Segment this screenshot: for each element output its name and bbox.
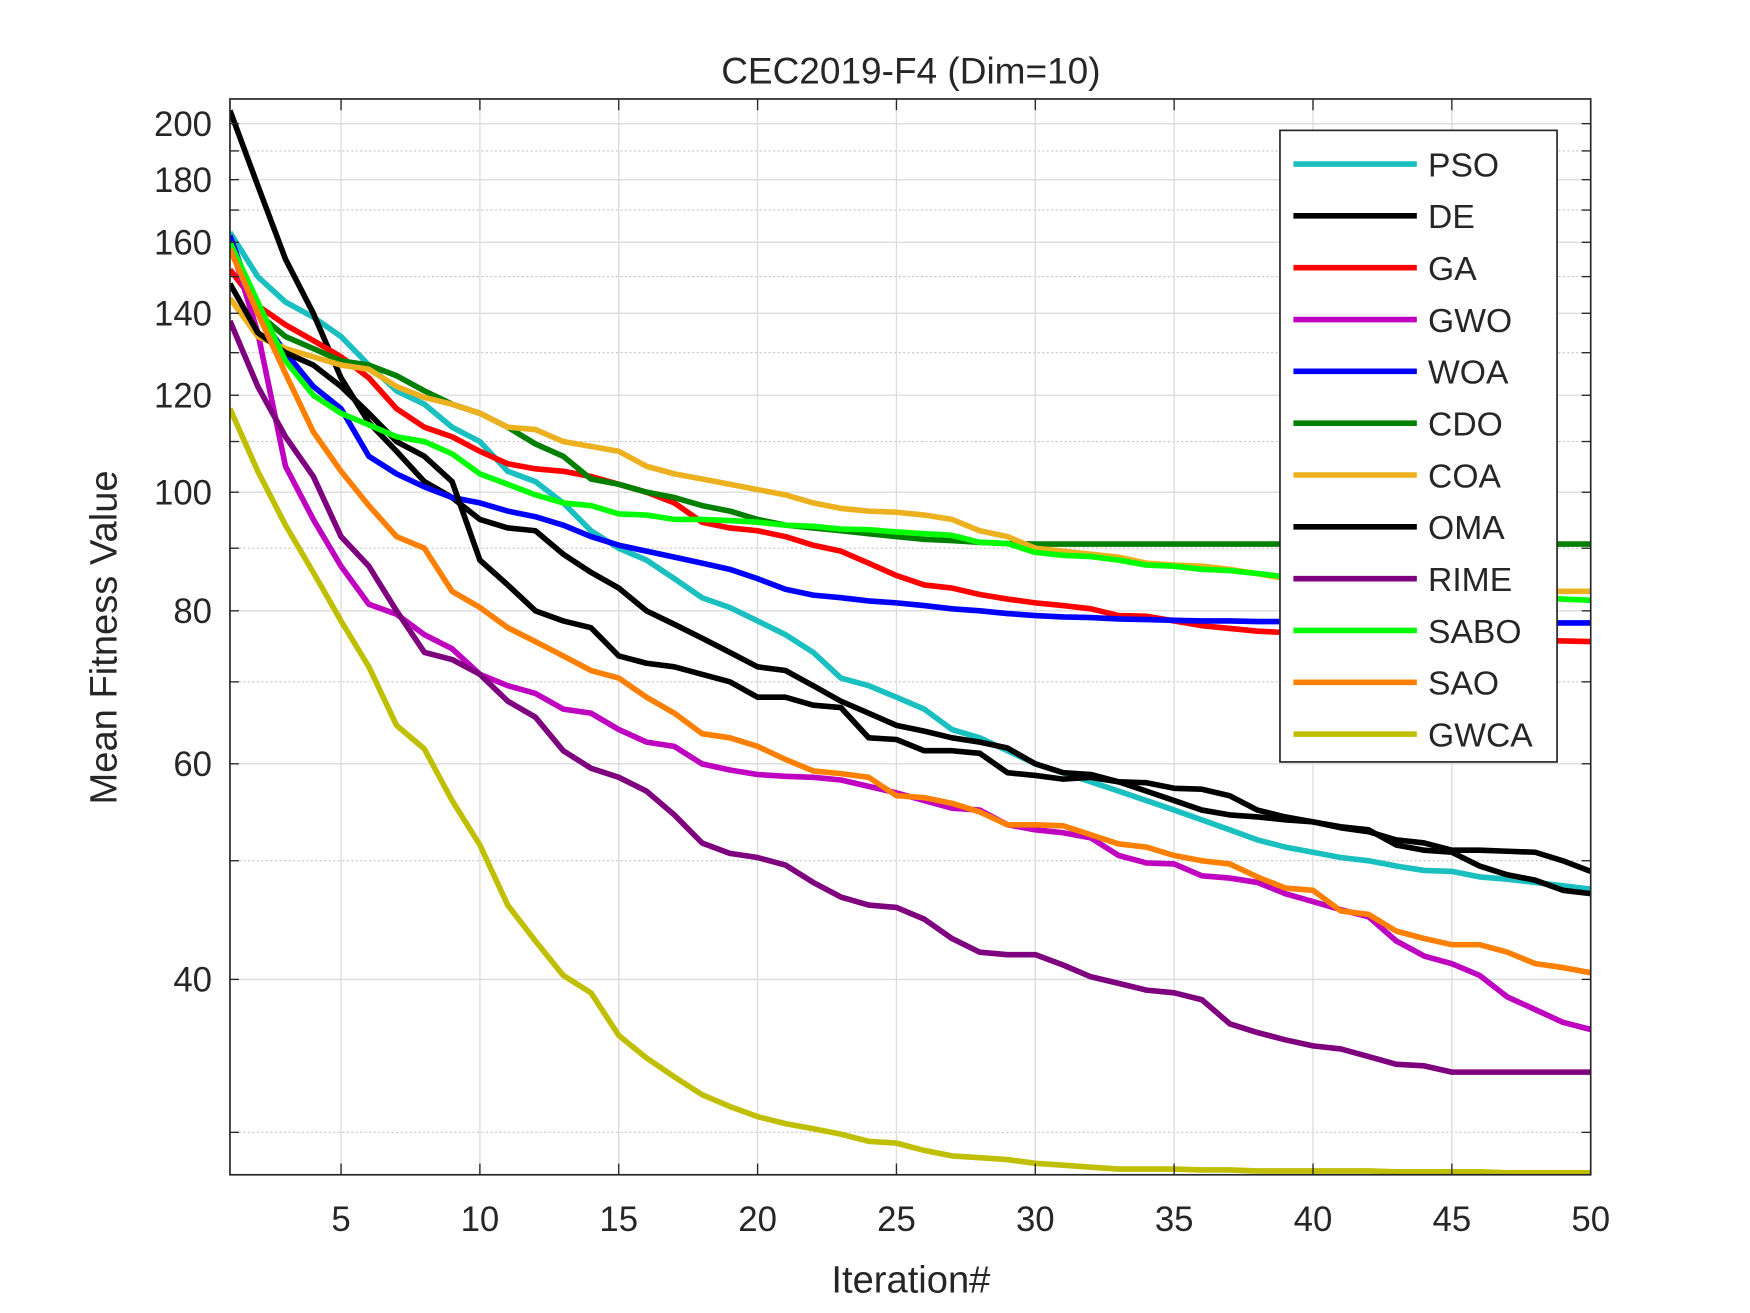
y-tick-label: 160 bbox=[154, 225, 212, 263]
series-line-rime bbox=[229, 319, 1591, 1075]
legend-label: DE bbox=[1428, 199, 1475, 236]
series-line-sao bbox=[229, 247, 1591, 976]
chart-title: CEC2019-F4 (Dim=10) bbox=[721, 49, 1100, 91]
series-line-gwca bbox=[229, 407, 1591, 1175]
x-tick-label: 35 bbox=[1155, 1201, 1194, 1239]
legend-label: SAO bbox=[1428, 666, 1499, 703]
x-tick-label: 15 bbox=[599, 1201, 638, 1239]
legend: PSO DE GA GWO WOA CDO COA OMA RIME SABO SAO GWCA bbox=[1279, 129, 1558, 763]
legend-label: CDO bbox=[1428, 407, 1503, 444]
x-tick-label: 30 bbox=[1016, 1201, 1055, 1239]
x-tick-label: 25 bbox=[877, 1201, 916, 1239]
legend-label: WOA bbox=[1428, 355, 1509, 392]
series-line-oma bbox=[229, 282, 1591, 875]
legend-label: SABO bbox=[1428, 614, 1521, 651]
x-axis-label: Iteration# bbox=[831, 1259, 991, 1302]
legend-box bbox=[1279, 129, 1558, 763]
legend-label: OMA bbox=[1428, 510, 1505, 547]
x-tick-label: 45 bbox=[1433, 1201, 1472, 1239]
y-tick-label: 60 bbox=[173, 746, 212, 784]
legend-label: RIME bbox=[1428, 562, 1512, 599]
y-axis-label: Mean Fitness Value bbox=[83, 470, 126, 804]
axis-ticks: 40 60 80 100 120 140 160 180 200 5 10 15 20 25 30 35 40 4… bbox=[154, 98, 1610, 1239]
legend-label: COA bbox=[1428, 458, 1501, 495]
legend-label: GA bbox=[1428, 251, 1477, 288]
legend-label: PSO bbox=[1428, 147, 1499, 184]
legend-label: GWCA bbox=[1428, 717, 1533, 754]
plot-frame bbox=[229, 98, 1592, 1176]
x-tick-label: 20 bbox=[738, 1201, 777, 1239]
y-tick-label: 200 bbox=[154, 106, 212, 144]
series-line-pso bbox=[229, 230, 1591, 892]
y-tick-label: 100 bbox=[154, 475, 212, 513]
x-tick-label: 40 bbox=[1294, 1201, 1333, 1239]
y-tick-label: 40 bbox=[173, 962, 212, 1000]
y-tick-label: 180 bbox=[154, 162, 212, 200]
legend-label: GWO bbox=[1428, 303, 1512, 340]
x-tick-label: 5 bbox=[331, 1201, 350, 1239]
x-tick-label: 10 bbox=[461, 1201, 500, 1239]
y-tick-label: 80 bbox=[173, 593, 212, 631]
x-tick-label: 50 bbox=[1571, 1201, 1610, 1239]
y-tick-label: 120 bbox=[154, 378, 212, 416]
y-tick-label: 140 bbox=[154, 296, 212, 334]
